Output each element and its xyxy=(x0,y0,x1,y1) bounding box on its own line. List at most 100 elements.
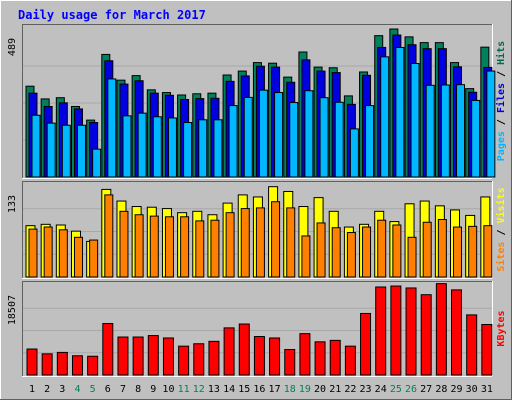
bar-pages-day-14 xyxy=(228,105,238,178)
bar-sites-day-5 xyxy=(89,239,99,278)
bar-kbytes-day-28 xyxy=(435,283,447,376)
bar-sites-day-7 xyxy=(119,210,129,278)
panel-legend: Pages / Files / Hits xyxy=(495,41,507,161)
bar-kbytes-day-27 xyxy=(420,294,432,376)
bar-sites-day-3 xyxy=(58,229,68,278)
bar-pages-day-30 xyxy=(471,99,481,178)
bar-sites-day-19 xyxy=(301,235,311,278)
bar-sites-day-29 xyxy=(453,226,463,278)
bar-sites-day-17 xyxy=(271,201,281,278)
bar-sites-day-15 xyxy=(240,208,250,278)
bar-pages-day-19 xyxy=(304,90,314,178)
bar-sites-day-25 xyxy=(392,224,402,278)
bar-pages-day-4 xyxy=(76,124,86,178)
x-tick-day-4: 4 xyxy=(74,384,80,395)
x-tick-day-1: 1 xyxy=(29,384,35,395)
bar-kbytes-day-5 xyxy=(87,355,99,376)
bar-kbytes-day-26 xyxy=(405,287,417,376)
bar-pages-day-13 xyxy=(213,119,223,178)
bar-sites-day-31 xyxy=(483,225,493,278)
bar-pages-day-1 xyxy=(31,114,41,178)
x-tick-day-11: 11 xyxy=(178,384,190,395)
bar-sites-day-2 xyxy=(43,226,53,278)
bar-kbytes-day-7 xyxy=(117,336,129,376)
bar-pages-day-3 xyxy=(61,124,71,178)
chart-panels: 489 Pages / Files / Hits 133 Sites / Visits… xyxy=(7,24,507,377)
bar-sites-day-8 xyxy=(134,214,144,278)
bar-pages-day-31 xyxy=(486,70,496,178)
x-tick-day-25: 25 xyxy=(390,384,402,395)
bar-sites-day-24 xyxy=(377,219,387,278)
bar-pages-day-28 xyxy=(440,84,450,178)
x-tick-day-5: 5 xyxy=(90,384,96,395)
legend-pages: Pages xyxy=(496,131,507,161)
bar-pages-day-15 xyxy=(243,96,253,178)
bar-pages-day-18 xyxy=(289,102,299,178)
bar-sites-day-23 xyxy=(362,226,372,278)
panel-hits-files-pages: 489 Pages / Files / Hits xyxy=(7,24,507,179)
bar-pages-day-6 xyxy=(107,78,117,178)
legend-visits: Visits xyxy=(495,187,507,223)
x-tick-day-27: 27 xyxy=(420,384,432,395)
legend-separator: / xyxy=(496,113,507,131)
x-tick-day-23: 23 xyxy=(360,384,372,395)
bar-kbytes-day-3 xyxy=(56,351,68,376)
bar-pages-day-26 xyxy=(410,63,420,178)
bar-pages-day-7 xyxy=(122,115,132,178)
legend-sites: Sites xyxy=(495,242,507,272)
bar-kbytes-day-24 xyxy=(375,286,387,376)
bar-kbytes-day-11 xyxy=(178,345,190,376)
legend-separator: / xyxy=(496,223,507,241)
bar-sites-day-1 xyxy=(28,228,38,278)
bar-sites-day-6 xyxy=(104,194,114,278)
bar-kbytes-day-10 xyxy=(162,337,174,376)
bar-sites-day-21 xyxy=(331,227,341,278)
x-tick-day-21: 21 xyxy=(329,384,341,395)
bar-sites-day-20 xyxy=(316,222,326,278)
x-tick-day-15: 15 xyxy=(238,384,250,395)
bar-sites-day-16 xyxy=(255,207,265,278)
x-tick-day-19: 19 xyxy=(299,384,311,395)
bar-kbytes-day-13 xyxy=(208,340,220,376)
panel-ymax-label: 18507 xyxy=(7,295,18,325)
bar-kbytes-day-22 xyxy=(344,345,356,376)
bar-kbytes-day-15 xyxy=(238,323,250,376)
legend-files: Files xyxy=(495,83,507,113)
bar-kbytes-day-2 xyxy=(41,353,53,376)
bar-pages-day-23 xyxy=(365,105,375,178)
legend-separator: / xyxy=(496,65,507,83)
bar-sites-day-18 xyxy=(286,207,296,278)
bar-sites-day-11 xyxy=(180,216,190,278)
bar-pages-day-5 xyxy=(92,148,102,178)
x-tick-day-10: 10 xyxy=(162,384,174,395)
bar-kbytes-day-21 xyxy=(329,339,341,376)
x-tick-day-22: 22 xyxy=(344,384,356,395)
bar-kbytes-day-25 xyxy=(390,285,402,376)
panel-legend: Sites / Visits xyxy=(495,187,507,271)
x-tick-day-18: 18 xyxy=(284,384,296,395)
bar-pages-day-10 xyxy=(167,117,177,178)
bar-kbytes-day-9 xyxy=(147,335,159,376)
bar-pages-day-25 xyxy=(395,46,405,178)
bar-kbytes-day-17 xyxy=(269,337,281,376)
x-tick-day-12: 12 xyxy=(193,384,205,395)
bar-pages-day-22 xyxy=(349,128,359,178)
bar-pages-day-27 xyxy=(425,84,435,178)
panel-legend: KBytes xyxy=(496,310,507,346)
bar-kbytes-day-12 xyxy=(193,343,205,376)
bar-pages-day-24 xyxy=(380,56,390,178)
bar-pages-day-9 xyxy=(152,116,162,178)
panel-ymax-label: 489 xyxy=(7,38,18,56)
bar-sites-day-4 xyxy=(73,236,83,278)
x-tick-day-29: 29 xyxy=(450,384,462,395)
x-tick-day-14: 14 xyxy=(223,384,235,395)
x-tick-day-16: 16 xyxy=(253,384,265,395)
x-tick-day-24: 24 xyxy=(375,384,387,395)
bar-sites-day-30 xyxy=(468,225,478,278)
bar-pages-day-21 xyxy=(334,101,344,178)
x-tick-day-7: 7 xyxy=(120,384,126,395)
bar-pages-day-8 xyxy=(137,112,147,178)
bar-sites-day-28 xyxy=(437,219,447,278)
x-tick-day-26: 26 xyxy=(405,384,417,395)
